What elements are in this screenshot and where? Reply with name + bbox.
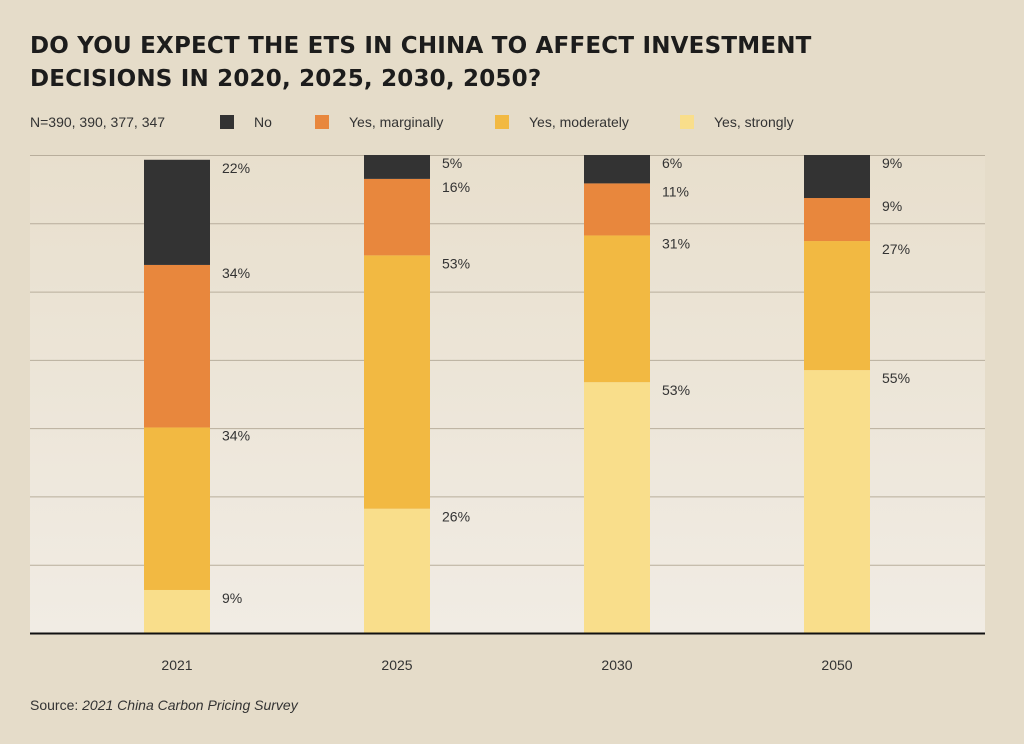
data-label-strongly-2030: 53% — [662, 382, 690, 398]
data-label-strongly-2025: 26% — [442, 509, 470, 525]
data-label-moderately-2021: 34% — [222, 427, 250, 443]
legend-swatch-moderately — [495, 115, 509, 129]
bar-segment-no-2021 — [144, 159, 210, 265]
data-label-moderately-2030: 31% — [662, 235, 690, 251]
data-label-marginally-2021: 34% — [222, 265, 250, 281]
legend-swatch-marginally — [315, 115, 329, 129]
bars — [144, 155, 870, 633]
bar-segment-marginally-2021 — [144, 264, 210, 428]
data-label-marginally-2050: 9% — [882, 198, 902, 214]
data-label-strongly-2021: 9% — [222, 590, 242, 606]
legend-swatch-strongly — [680, 115, 694, 129]
source-prefix: Source: — [30, 697, 83, 713]
chart-title: DO YOU EXPECT THE ETS IN CHINA TO AFFECT… — [30, 33, 812, 92]
bar-segment-moderately-2025 — [364, 255, 430, 509]
source-note: Source: 2021 China Carbon Pricing Survey — [30, 697, 298, 713]
data-label-marginally-2030: 11% — [662, 183, 689, 199]
bar-segment-strongly-2021 — [144, 589, 210, 633]
data-label-strongly-2050: 55% — [882, 370, 910, 386]
bar-segment-strongly-2050 — [804, 370, 870, 633]
bar-segment-marginally-2050 — [804, 198, 870, 242]
x-tick-label-2021: 2021 — [161, 657, 192, 673]
data-label-marginally-2025: 16% — [442, 179, 470, 195]
sample-size-note: N=390, 390, 377, 347 — [30, 114, 166, 130]
data-label-no-2030: 6% — [662, 155, 682, 171]
bar-segment-moderately-2030 — [584, 235, 650, 383]
x-tick-label-2030: 2030 — [601, 657, 632, 673]
x-axis-ticks: 2021 2025 2030 2050 — [161, 657, 852, 673]
legend-label-strongly: Yes, strongly — [714, 114, 794, 130]
legend-label-moderately: Yes, moderately — [529, 114, 629, 130]
bar-segment-moderately-2050 — [804, 241, 870, 371]
bar-segment-no-2025 — [364, 155, 430, 179]
bar-segment-no-2030 — [584, 155, 650, 184]
data-label-no-2025: 5% — [442, 155, 462, 171]
bar-segment-marginally-2030 — [584, 183, 650, 236]
legend-swatch-no — [220, 115, 234, 129]
bar-segment-strongly-2025 — [364, 508, 430, 633]
data-label-moderately-2025: 53% — [442, 255, 470, 271]
bar-segment-strongly-2030 — [584, 382, 650, 633]
x-tick-label-2025: 2025 — [381, 657, 412, 673]
data-label-no-2050: 9% — [882, 155, 902, 171]
bar-segment-marginally-2025 — [364, 178, 430, 256]
data-labels: 9% 34% 34% 22% 26% 53% 16% 5% 53% 31% 11% 6% 55% 27% 9… — [222, 155, 910, 606]
data-label-moderately-2050: 27% — [882, 241, 910, 257]
data-label-no-2021: 22% — [222, 160, 250, 176]
x-tick-label-2050: 2050 — [821, 657, 852, 673]
source-title: 2021 China Carbon Pricing Survey — [82, 697, 298, 713]
bar-segment-moderately-2021 — [144, 427, 210, 590]
legend-label-marginally: Yes, marginally — [349, 114, 444, 130]
legend-label-no: No — [254, 114, 272, 130]
bar-segment-no-2050 — [804, 155, 870, 199]
